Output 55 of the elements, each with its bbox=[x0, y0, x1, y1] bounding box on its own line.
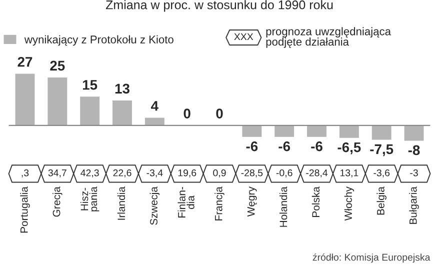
bar bbox=[242, 125, 262, 137]
x-tick-label: Włochy bbox=[344, 186, 354, 221]
data-label: 25 bbox=[50, 60, 65, 71]
text: 34,7 bbox=[48, 169, 66, 178]
bar bbox=[15, 74, 35, 126]
bar bbox=[112, 100, 132, 126]
text: -3,4 bbox=[146, 169, 163, 178]
bar bbox=[144, 118, 164, 126]
bar bbox=[307, 125, 326, 137]
data-label: -7,5 bbox=[370, 144, 394, 156]
x-tick-label: Grecja bbox=[52, 186, 62, 217]
data-label: 4 bbox=[151, 101, 158, 111]
text: 19,6 bbox=[178, 169, 196, 178]
data-label: 0 bbox=[184, 108, 190, 118]
text: prognoza uwzględniająca podjęte działania bbox=[266, 27, 391, 48]
bar bbox=[404, 125, 424, 141]
data-label: 27 bbox=[18, 56, 32, 67]
data-label: -6,5 bbox=[338, 142, 361, 154]
text: 22,6 bbox=[113, 169, 132, 178]
x-tick-label: Belgia bbox=[376, 186, 386, 215]
x-tick-label: Węgry bbox=[247, 186, 257, 217]
x-tick-label: Holandia bbox=[279, 186, 288, 227]
x-tick-label: Bułgaria bbox=[409, 186, 419, 224]
x-tick-label: Irlandia bbox=[117, 186, 126, 220]
x-tick-label: Finlan- dia bbox=[178, 186, 194, 218]
x-tick-label: Hisz- pania bbox=[80, 186, 100, 212]
text: źródło: Komisja Europejska bbox=[312, 253, 430, 263]
x-tick-label: Portugalia bbox=[20, 186, 30, 233]
x-tick-label: Polska bbox=[312, 186, 320, 217]
data-label: 13 bbox=[115, 84, 130, 94]
data-label: -6 bbox=[311, 141, 322, 152]
text: -3 bbox=[410, 169, 418, 176]
bar bbox=[372, 125, 392, 140]
text: ,3 bbox=[22, 169, 29, 178]
text: -28,5 bbox=[241, 169, 263, 178]
data-label: -6 bbox=[246, 141, 258, 152]
text: -28,4 bbox=[306, 169, 328, 178]
text: -3,6 bbox=[374, 169, 390, 178]
x-tick-label: Szwecja bbox=[150, 186, 160, 225]
bar bbox=[48, 78, 68, 126]
text: 42,3 bbox=[80, 169, 99, 178]
text: 0,9 bbox=[213, 169, 226, 178]
chart-title: Zmiana w proc. w stosunku do 1990 roku bbox=[106, 0, 333, 12]
data-label: 15 bbox=[82, 80, 98, 90]
text: XXX bbox=[234, 33, 254, 40]
text: -0,6 bbox=[276, 169, 292, 178]
bar bbox=[339, 125, 359, 138]
data-label: 0 bbox=[216, 108, 223, 118]
x-tick-label: Francja bbox=[214, 186, 224, 220]
data-label: -8 bbox=[408, 145, 420, 156]
bar bbox=[80, 96, 100, 126]
data-label: -6 bbox=[278, 141, 290, 152]
text: 13,1 bbox=[340, 169, 358, 178]
legend-label: wynikający z Protokołu z Kioto bbox=[24, 35, 174, 46]
bar bbox=[274, 125, 294, 137]
